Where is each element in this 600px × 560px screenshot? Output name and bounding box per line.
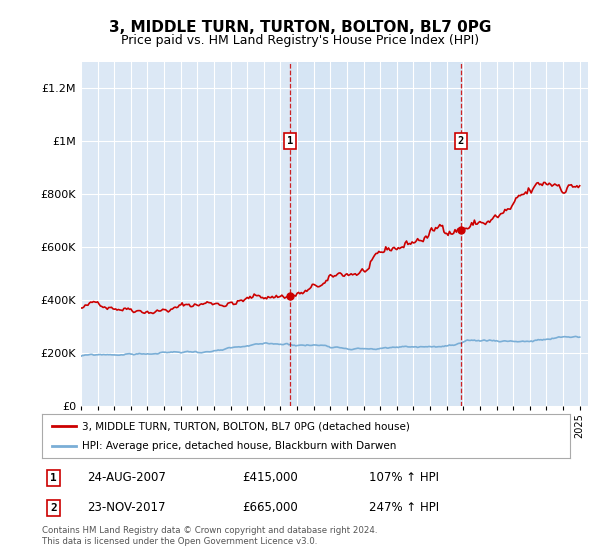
Text: £415,000: £415,000: [242, 472, 298, 484]
Text: 1: 1: [287, 136, 293, 146]
Text: 3, MIDDLE TURN, TURTON, BOLTON, BL7 0PG: 3, MIDDLE TURN, TURTON, BOLTON, BL7 0PG: [109, 20, 491, 35]
Text: 3, MIDDLE TURN, TURTON, BOLTON, BL7 0PG (detached house): 3, MIDDLE TURN, TURTON, BOLTON, BL7 0PG …: [82, 421, 409, 431]
Text: 247% ↑ HPI: 247% ↑ HPI: [370, 501, 439, 515]
Text: 107% ↑ HPI: 107% ↑ HPI: [370, 472, 439, 484]
Text: 2: 2: [50, 503, 57, 513]
Text: 24-AUG-2007: 24-AUG-2007: [87, 472, 166, 484]
Bar: [290, 62, 461, 406]
Text: 1: 1: [50, 473, 57, 483]
Text: 23-NOV-2017: 23-NOV-2017: [87, 501, 166, 515]
Text: HPI: Average price, detached house, Blackburn with Darwen: HPI: Average price, detached house, Blac…: [82, 441, 396, 451]
Text: 2: 2: [457, 136, 464, 146]
Text: £665,000: £665,000: [242, 501, 298, 515]
Text: Price paid vs. HM Land Registry's House Price Index (HPI): Price paid vs. HM Land Registry's House …: [121, 34, 479, 46]
Text: Contains HM Land Registry data © Crown copyright and database right 2024.
This d: Contains HM Land Registry data © Crown c…: [42, 526, 377, 546]
